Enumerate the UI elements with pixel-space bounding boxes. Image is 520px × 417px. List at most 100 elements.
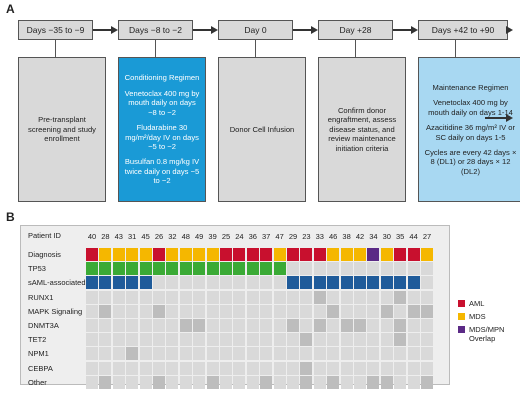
legend-label: MDS/MPN Overlap (469, 325, 505, 343)
patient-id: 23 (302, 232, 311, 241)
heatmap-cell (313, 276, 326, 290)
patient-id: 46 (329, 232, 338, 241)
row-label: TP53 (28, 264, 46, 274)
stage-text: Confirm donor engraftment, assess diseas… (327, 105, 397, 153)
heatmap-cell (99, 375, 112, 389)
heatmap-cell (287, 375, 299, 389)
heatmap-cell (394, 248, 407, 261)
heatmap-cell (139, 290, 152, 304)
heatmap-cell (99, 347, 112, 361)
stage-text: Busulfan 0.8 mg/kg IV twice daily on day… (124, 157, 200, 186)
heatmap-cell (367, 375, 380, 389)
arrow-head-icon (506, 26, 513, 34)
heatmap-cell (300, 248, 313, 261)
heatmap-cell (206, 375, 219, 389)
heatmap-cell (179, 319, 192, 332)
heatmap-cell (300, 290, 313, 304)
heatmap-cell (380, 333, 393, 347)
stage-connector-0 (55, 40, 57, 57)
heatmap-cell (380, 248, 393, 261)
heatmap-cell (394, 262, 407, 276)
arrow-head-icon (506, 114, 513, 122)
heatmap-cell (220, 290, 232, 304)
heatmap-cell (407, 262, 420, 276)
heatmap-cell (126, 290, 139, 304)
patient-id: 28 (101, 232, 110, 241)
patient-id: 47 (275, 232, 284, 241)
heatmap-cell (273, 276, 286, 290)
legend-swatch (458, 326, 465, 333)
row-label: TET2 (28, 335, 47, 345)
heatmap-cell (246, 375, 259, 389)
patient-id: 27 (422, 232, 432, 241)
heatmap-cell (287, 304, 299, 318)
heatmap-cell (233, 375, 246, 389)
heatmap-cell (112, 262, 125, 276)
heatmap-cell (246, 290, 259, 304)
heatmap-cell (112, 290, 125, 304)
heatmap-cell (394, 333, 407, 347)
heatmap-cell (206, 319, 219, 332)
stage-connector-4 (455, 40, 457, 57)
heatmap-cell (300, 361, 313, 375)
timeline-arrow-line (293, 29, 312, 31)
heatmap-cell (327, 333, 340, 347)
heatmap-cell (313, 304, 326, 318)
heatmap-cell (287, 276, 299, 290)
heatmap-cell (112, 319, 125, 332)
heatmap-cell (273, 375, 286, 389)
heatmap-cell (287, 319, 299, 332)
heatmap-cell (153, 347, 165, 361)
heatmap-cell (313, 248, 326, 261)
heatmap-cell (99, 361, 112, 375)
heatmap-cell (86, 333, 98, 347)
heatmap-cell (260, 361, 273, 375)
heatmap-cell (220, 248, 232, 261)
stage-connector-1 (155, 40, 157, 57)
heatmap-cell (139, 276, 152, 290)
heatmap-cell (380, 319, 393, 332)
patient-id: 29 (288, 232, 298, 241)
heatmap-cell (340, 319, 353, 332)
heatmap-cell (166, 319, 179, 332)
heatmap-cell (287, 347, 299, 361)
heatmap-cell (193, 276, 206, 290)
heatmap-cell (153, 333, 165, 347)
heatmap-cell (273, 333, 286, 347)
heatmap-cell (179, 347, 192, 361)
legend-item: AML (458, 299, 484, 308)
heatmap-cell (340, 361, 353, 375)
heatmap-cell (421, 262, 433, 276)
heatmap-cell (206, 290, 219, 304)
heatmap-cell (260, 276, 273, 290)
patient-id: 40 (87, 232, 97, 241)
row-label: Other (28, 377, 47, 387)
heatmap-cell (166, 276, 179, 290)
stage-text: Maintenance Regimen (432, 82, 509, 92)
heatmap-cell (86, 276, 98, 290)
heatmap-cell (313, 375, 326, 389)
patient-id: 45 (141, 232, 150, 241)
stage-text: Conditioning Regimen (124, 73, 200, 83)
stage-body-2: Donor Cell Infusion (218, 57, 306, 202)
heatmap-cell (300, 333, 313, 347)
legend-swatch (458, 313, 465, 320)
heatmap-cell (421, 276, 433, 290)
heatmap-cell (112, 248, 125, 261)
heatmap-cell (407, 361, 420, 375)
heatmap-cell (220, 276, 232, 290)
heatmap-cell (394, 347, 407, 361)
heatmap-cell (367, 262, 380, 276)
heatmap-cell (193, 361, 206, 375)
patient-id: 33 (315, 232, 324, 241)
heatmap-cell (246, 304, 259, 318)
heatmap-cell (394, 276, 407, 290)
heatmap-cell (166, 262, 179, 276)
heatmap-cell (246, 248, 259, 261)
heatmap-cell (193, 347, 206, 361)
heatmap-cell (380, 276, 393, 290)
heatmap-cell (139, 347, 152, 361)
stage-text: Donor Cell Infusion (229, 124, 295, 134)
heatmap-cell (327, 304, 340, 318)
heatmap-cell (179, 304, 192, 318)
